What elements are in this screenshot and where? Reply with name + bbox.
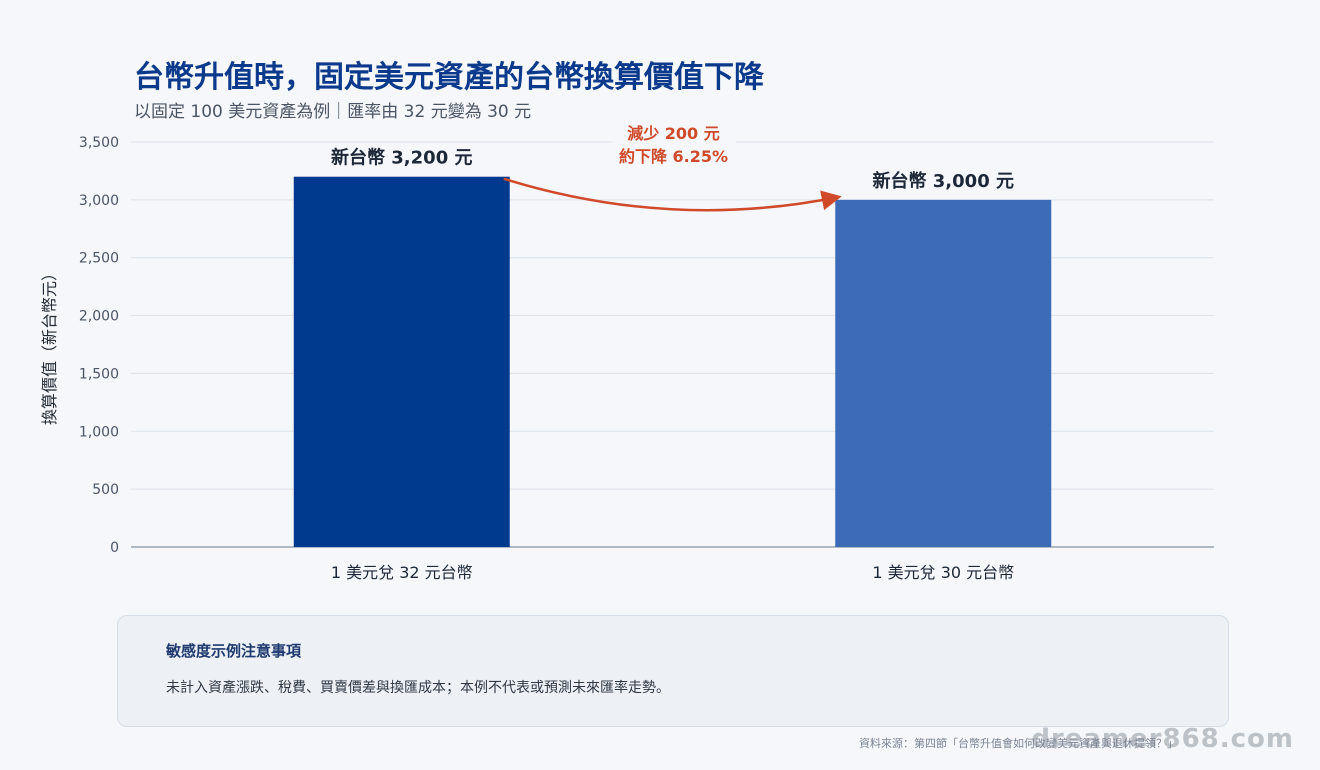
y-tick-label: 1,000	[79, 424, 119, 440]
y-tick-label: 0	[110, 540, 119, 556]
y-tick-label: 2,500	[79, 251, 119, 267]
x-tick-label: 1 美元兌 32 元台幣	[331, 563, 473, 582]
bar-data-label: 新台幣 3,200 元	[331, 147, 472, 169]
y-tick-label: 1,500	[79, 366, 119, 382]
bar	[835, 199, 1052, 547]
note-body: 未計入資產漲跌、稅費、買賣價差與換匯成本；本例不代表或預測未來匯率走勢。	[166, 680, 670, 696]
change-annotation-label: 減少 200 元	[627, 124, 720, 143]
note-title: 敏感度示例注意事項	[166, 642, 302, 660]
bar	[293, 176, 510, 547]
y-tick-label: 2,000	[79, 309, 119, 325]
bar-chart: 0 500 1,000 1,500 2,000 2,500 3,000 3,500 新台幣 3,…	[78, 118, 1214, 582]
y-tick-label: 3,000	[79, 193, 119, 209]
x-tick-label: 1 美元兌 30 元台幣	[872, 563, 1014, 582]
annotation-background	[611, 118, 736, 172]
change-arrow	[503, 177, 842, 212]
source-text: 資料來源：第四節「台幣升值會如何改變美元資產與退休提領？」	[859, 737, 1178, 750]
bar-data-label: 新台幣 3,000 元	[873, 170, 1014, 192]
change-annotation-label: 約下降 6.25%	[619, 147, 728, 166]
y-tick-label: 500	[92, 482, 119, 498]
page-subtitle: 以固定 100 美元資產為例｜匯率由 32 元變為 30 元	[134, 102, 532, 122]
y-tick-label: 3,500	[79, 135, 119, 151]
watermark: dreamer868.com	[1031, 724, 1294, 754]
note-box: 敏感度示例注意事項 未計入資產漲跌、稅費、買賣價差與換匯成本；本例不代表或預測未…	[117, 615, 1229, 727]
page-title: 台幣升值時，固定美元資產的台幣換算價值下降	[134, 60, 764, 95]
